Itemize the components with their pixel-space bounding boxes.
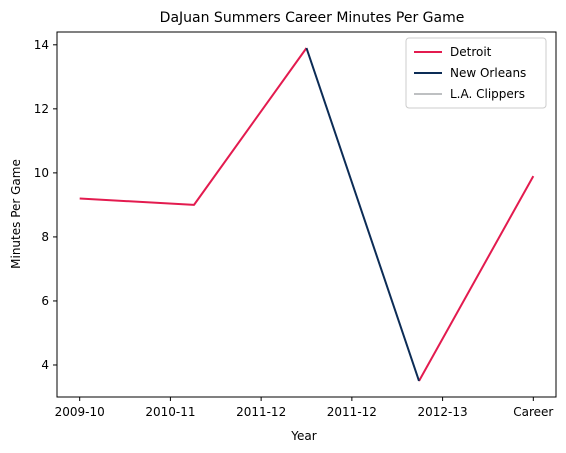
y-axis: 4 6 8 10 12 14: [34, 38, 57, 372]
series-line-0: [79, 47, 535, 382]
y-tick-label: 10: [34, 166, 49, 180]
y-tick-label: 8: [41, 230, 49, 244]
plot-frame: [56, 31, 557, 398]
y-tick-label: 4: [41, 358, 49, 372]
legend: Detroit New Orleans L.A. Clippers: [405, 37, 547, 109]
x-tick-label: 2010-11: [145, 405, 195, 419]
legend-label-1: New Orleans: [450, 66, 526, 80]
x-tick-label: 2009-10: [55, 405, 105, 419]
x-tick-label: 2011-12: [327, 405, 377, 419]
y-tick-label: 6: [41, 294, 49, 308]
y-axis-label: Minutes Per Game: [9, 159, 23, 269]
y-tick-label: 12: [34, 102, 49, 116]
series-line-1: [305, 47, 420, 382]
x-axis-label: Year: [290, 429, 316, 443]
legend-label-2: L.A. Clippers: [450, 87, 525, 101]
plot-area: [79, 47, 535, 382]
chart-title: DaJuan Summers Career Minutes Per Game: [160, 10, 465, 26]
x-tick-label: Career: [513, 405, 553, 419]
y-tick-label: 14: [34, 38, 49, 52]
x-tick-label: 2011-12: [236, 405, 286, 419]
legend-box: [405, 37, 547, 109]
legend-label-0: Detroit: [450, 45, 492, 59]
x-tick-label: 2012-13: [418, 405, 468, 419]
x-axis: 2009-10 2010-11 2011-12 2011-12 2012-13 Caree…: [55, 397, 553, 419]
